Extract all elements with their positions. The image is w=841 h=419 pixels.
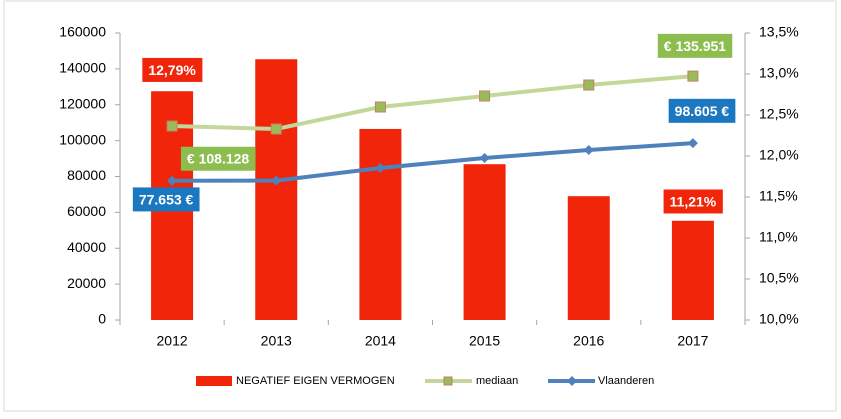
- y2-tick-label: 13,0%: [759, 65, 799, 81]
- marker: [479, 90, 491, 102]
- data-label: 11,21%: [670, 193, 717, 209]
- x-tick-label: 2015: [469, 333, 500, 349]
- marker: [479, 153, 490, 164]
- y2-tick-label: 12,5%: [759, 106, 799, 122]
- legend-label: mediaan: [476, 375, 518, 387]
- x-tick-label: 2012: [157, 333, 188, 349]
- legend-marker: [443, 376, 453, 386]
- marker: [583, 79, 595, 91]
- y2-tick-label: 13,5%: [759, 24, 799, 40]
- line: [172, 141, 694, 183]
- y-tick-label: 60000: [67, 203, 106, 219]
- data-label-box: [132, 187, 200, 212]
- y-tick-label: 160000: [59, 24, 106, 40]
- y2-tick-label: 11,0%: [759, 229, 798, 245]
- marker: [270, 123, 282, 135]
- bar: [567, 196, 610, 320]
- marker: [271, 175, 282, 186]
- y-tick-label: 140000: [59, 60, 106, 76]
- marker: [167, 175, 178, 186]
- bar: [255, 59, 298, 321]
- legend-label: Vlaanderen: [598, 375, 654, 387]
- x-tick-label: 2013: [261, 333, 292, 349]
- data-label: 12,79%: [148, 62, 196, 78]
- y-tick-label: 120000: [59, 95, 106, 111]
- y2-tick-label: 10,5%: [759, 270, 799, 286]
- marker: [375, 162, 386, 173]
- data-label-box: [180, 146, 256, 171]
- x-tick-label: 2016: [573, 333, 604, 349]
- x-tick-label: 2014: [365, 333, 396, 349]
- data-label-box: [142, 57, 203, 82]
- x-tick-label: 2017: [677, 333, 708, 349]
- y-tick-label: 40000: [67, 239, 106, 255]
- legend-marker: [567, 376, 577, 386]
- y-tick-label: 0: [98, 311, 106, 327]
- marker: [374, 101, 386, 113]
- y2-tick-label: 10,0%: [759, 311, 799, 327]
- marker: [687, 70, 699, 82]
- data-label: € 108.128: [187, 151, 249, 167]
- line: [172, 74, 694, 131]
- y2-tick-label: 12,0%: [759, 147, 799, 163]
- data-label-box: [663, 189, 723, 214]
- bar: [359, 128, 402, 320]
- marker: [687, 138, 698, 149]
- y-tick-label: 80000: [67, 167, 106, 183]
- bar: [463, 164, 506, 320]
- legend-swatch: [196, 376, 232, 386]
- marker: [166, 120, 178, 132]
- y-tick-label: 20000: [67, 275, 106, 291]
- legend-label: NEGATIEF EIGEN VERMOGEN: [236, 375, 395, 387]
- y2-tick-label: 11,5%: [759, 188, 798, 204]
- marker: [583, 145, 594, 156]
- data-label: € 135.951: [664, 38, 726, 54]
- data-label-box: [668, 98, 736, 123]
- data-label: 77.653 €: [139, 191, 194, 207]
- data-label-box: [657, 33, 733, 58]
- bar: [671, 220, 714, 320]
- data-label: 98.605 €: [675, 103, 730, 119]
- y-tick-label: 100000: [59, 131, 106, 147]
